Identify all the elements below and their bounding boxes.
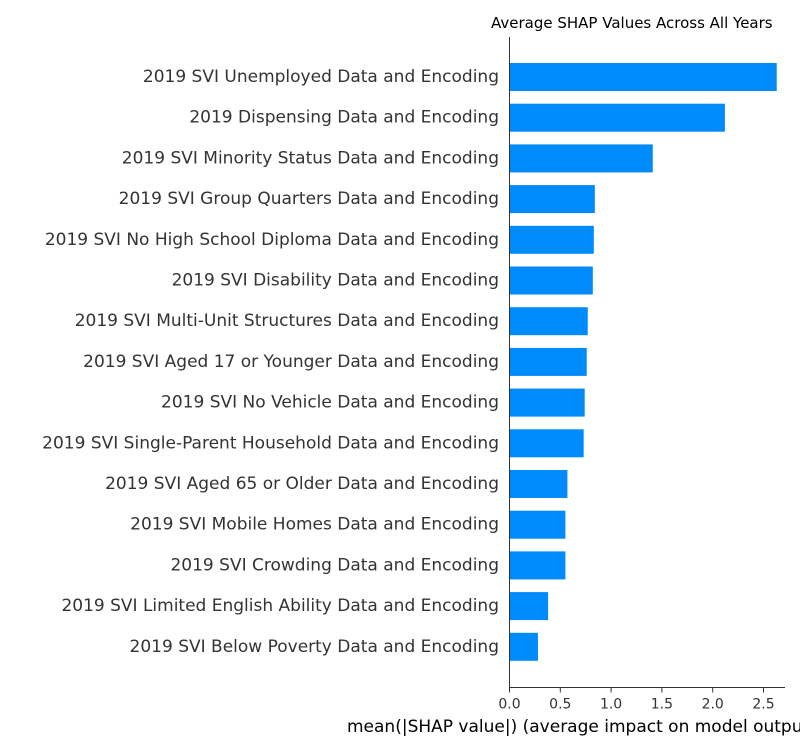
bar-6 — [509, 266, 593, 295]
category-label-1: 2019 SVI Unemployed Data and Encoding — [143, 67, 499, 87]
bar-8 — [509, 347, 587, 376]
bar-14 — [509, 592, 549, 621]
x-tick-label-3: 1.0 — [600, 697, 622, 713]
category-label-8: 2019 SVI Aged 17 or Younger Data and Enc… — [83, 352, 499, 372]
bar-5 — [509, 225, 594, 254]
x-tick-label-4: 1.5 — [651, 697, 673, 713]
x-tick-label-1: 0.0 — [498, 697, 520, 713]
category-label-15: 2019 SVI Below Poverty Data and Encoding — [130, 637, 499, 657]
category-label-7: 2019 SVI Multi-Unit Structures Data and … — [75, 311, 499, 331]
x-tick-label-6: 2.5 — [752, 697, 774, 713]
bar-12 — [509, 510, 566, 539]
chart-title: Average SHAP Values Across All Years — [491, 14, 773, 32]
category-label-11: 2019 SVI Aged 65 or Older Data and Encod… — [105, 474, 499, 494]
bars-group — [509, 63, 777, 661]
bar-11 — [509, 470, 568, 498]
category-label-6: 2019 SVI Disability Data and Encoding — [172, 271, 499, 291]
bar-9 — [509, 388, 585, 417]
bar-3 — [509, 144, 653, 173]
category-label-4: 2019 SVI Group Quarters Data and Encodin… — [119, 189, 499, 209]
bar-1 — [509, 63, 777, 91]
category-label-10: 2019 SVI Single-Parent Household Data an… — [42, 433, 499, 453]
x-ticks-group: 0.0 0.5 1.0 1.5 2.0 2.5 — [498, 687, 775, 713]
category-label-5: 2019 SVI No High School Diploma Data and… — [45, 230, 499, 250]
x-axis-label: mean(|SHAP value|) (average impact on mo… — [347, 717, 800, 737]
category-label-14: 2019 SVI Limited English Ability Data an… — [61, 596, 499, 616]
category-labels-group: 2019 SVI Unemployed Data and Encoding 201… — [42, 67, 499, 657]
x-tick-label-5: 2.0 — [702, 697, 724, 713]
bar-4 — [509, 185, 595, 214]
bar-7 — [509, 307, 588, 336]
category-label-2: 2019 Dispensing Data and Encoding — [189, 108, 499, 128]
x-tick-label-2: 0.5 — [549, 697, 571, 713]
bar-10 — [509, 429, 584, 458]
category-label-12: 2019 SVI Mobile Homes Data and Encoding — [130, 515, 499, 535]
category-label-13: 2019 SVI Crowding Data and Encoding — [170, 555, 499, 575]
bar-13 — [509, 551, 566, 580]
category-label-3: 2019 SVI Minority Status Data and Encodi… — [122, 148, 499, 168]
bar-15 — [509, 632, 538, 661]
category-label-9: 2019 SVI No Vehicle Data and Encoding — [161, 393, 499, 413]
bar-2 — [509, 103, 725, 132]
